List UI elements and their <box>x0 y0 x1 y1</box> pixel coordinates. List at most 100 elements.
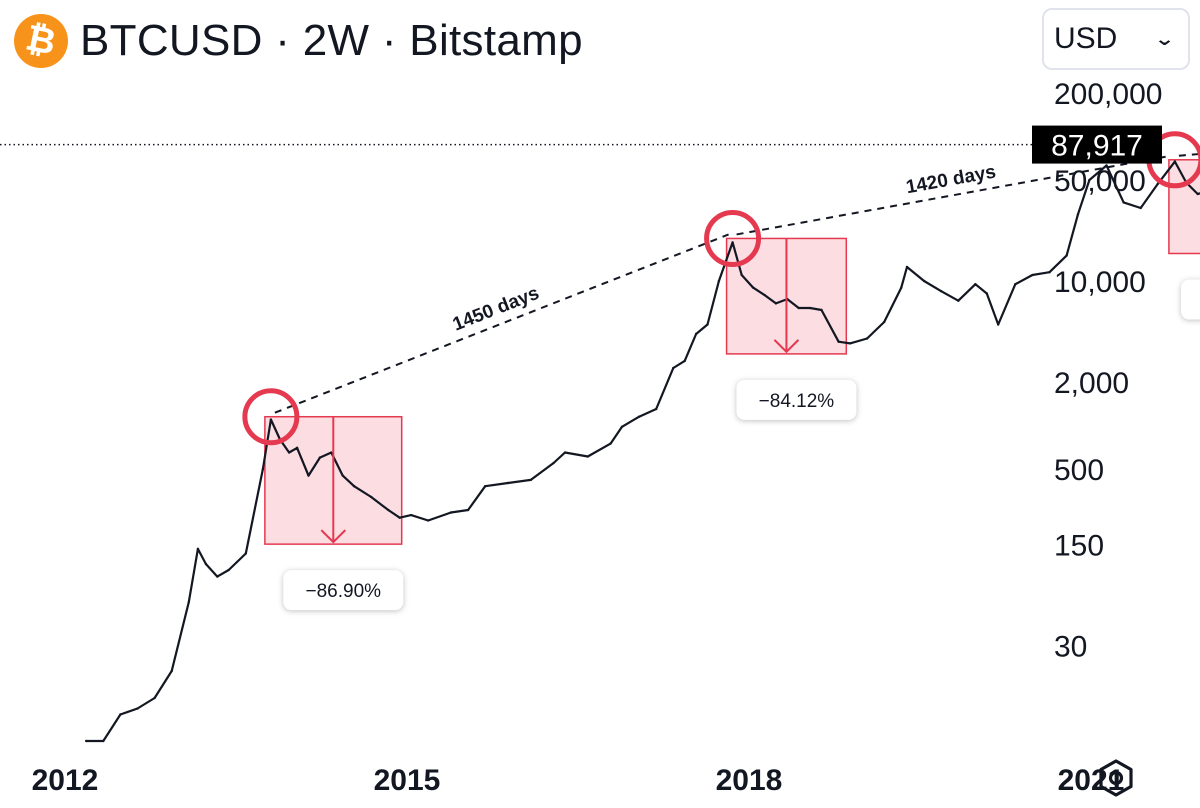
interval-label-1: 1420 days <box>904 161 997 198</box>
settings-hexagon-icon[interactable] <box>1096 758 1136 798</box>
price-point <box>900 286 903 289</box>
drawdown-arrowhead-0 <box>320 529 346 544</box>
x-tick-label: 2012 <box>32 764 99 797</box>
price-point <box>797 306 800 310</box>
y-tick-label: 10,000 <box>1054 266 1146 299</box>
price-point <box>848 342 852 345</box>
price-point <box>307 474 310 477</box>
price-point <box>1088 178 1091 182</box>
chevron-down-icon: ⌄ <box>1153 28 1176 49</box>
price-point <box>1122 201 1125 204</box>
symbol-title[interactable]: BTCUSD · 2W · Bitstamp <box>80 16 583 65</box>
price-point <box>341 474 344 477</box>
interval-line-0 <box>274 233 729 414</box>
drawdown-label-bg-2 <box>1181 279 1200 320</box>
price-point <box>940 289 943 293</box>
peak-marker-1 <box>704 209 762 267</box>
price-point <box>563 451 567 454</box>
price-point <box>196 547 200 551</box>
x-tick-label: 2015 <box>374 764 441 797</box>
price-point <box>409 513 413 517</box>
y-tick-label: 30 <box>1054 631 1087 664</box>
price-point <box>261 467 265 471</box>
price-point <box>318 456 322 459</box>
peak-marker-0 <box>242 388 300 446</box>
chart-header: ₿ BTCUSD · 2W · Bitstamp <box>14 14 583 68</box>
price-point <box>216 575 219 578</box>
drawdown-label-bg-0 <box>283 570 404 611</box>
x-tick-label: 2021 <box>1058 764 1125 797</box>
price-series-line <box>86 160 1200 743</box>
price-point <box>683 359 686 363</box>
drawdown-arrowhead-1 <box>773 339 800 354</box>
price-point <box>609 442 612 445</box>
price-point <box>672 366 675 370</box>
price-point <box>85 739 88 743</box>
price-point <box>102 739 105 743</box>
interval-label-0: 1450 days <box>450 283 542 336</box>
price-point <box>153 696 156 700</box>
price-point <box>957 299 960 302</box>
drawdown-label-1: −84.12% <box>759 391 835 412</box>
price-point <box>837 340 840 343</box>
y-tick-label: 500 <box>1054 454 1104 487</box>
price-point <box>1105 164 1108 167</box>
interval-line-1 <box>736 154 1172 236</box>
price-point <box>586 455 589 458</box>
price-point <box>774 302 778 305</box>
price-point <box>997 323 1000 326</box>
price-point <box>1156 182 1160 186</box>
last-price-badge <box>1032 125 1162 164</box>
price-point <box>763 293 766 297</box>
price-point <box>717 279 721 283</box>
price-point <box>706 323 709 326</box>
price-point <box>655 407 658 411</box>
price-point <box>985 292 988 295</box>
price-point <box>1196 192 1199 196</box>
price-point <box>1065 254 1068 257</box>
price-point <box>922 279 926 283</box>
bitcoin-icon: ₿ <box>14 14 68 68</box>
price-point <box>905 265 909 269</box>
price-point <box>529 478 532 482</box>
price-point <box>398 516 401 519</box>
price-point <box>820 308 823 312</box>
drawdown-box-2 <box>1168 159 1200 255</box>
price-point <box>1014 283 1017 286</box>
price-point <box>1139 206 1142 210</box>
x-tick-label: 2018 <box>716 764 783 797</box>
price-point <box>449 511 453 514</box>
price-point <box>740 273 743 277</box>
price-point <box>287 451 291 454</box>
price-point <box>427 519 430 522</box>
price-point <box>269 418 273 421</box>
price-point <box>227 568 230 572</box>
price-point <box>466 508 470 512</box>
price-point <box>484 485 487 488</box>
price-point <box>187 600 190 604</box>
price-point <box>387 508 390 512</box>
currency-select[interactable]: USD ⌄ <box>1042 8 1190 70</box>
price-point <box>1076 212 1080 216</box>
price-point <box>330 451 333 454</box>
price-point <box>694 332 698 336</box>
price-point <box>637 415 641 418</box>
price-point <box>808 306 812 310</box>
price-point <box>370 495 373 499</box>
price-point <box>244 552 247 555</box>
last-price-label: 87,917 <box>1051 130 1143 163</box>
drawdown-label-0: −86.90% <box>306 581 382 602</box>
price-point <box>883 320 886 324</box>
y-tick-label: 50,000 <box>1054 165 1146 198</box>
y-tick-label: 150 <box>1054 530 1104 563</box>
price-point <box>204 562 208 566</box>
y-tick-label: 2,000 <box>1054 367 1129 400</box>
price-point <box>136 707 139 710</box>
price-point <box>1031 273 1034 277</box>
price-point <box>731 241 734 244</box>
price-point <box>170 669 173 673</box>
price-point <box>119 713 122 716</box>
price-point <box>974 283 977 286</box>
price-point <box>1173 160 1177 163</box>
